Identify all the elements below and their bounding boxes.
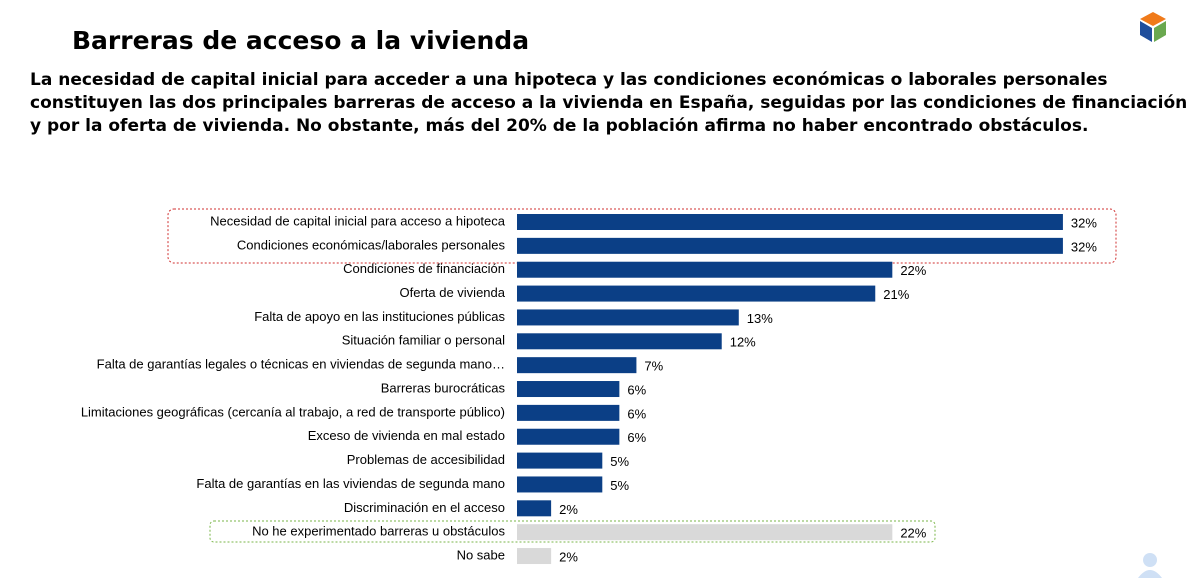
value-label: 13% [747,311,773,326]
bar [517,309,739,326]
category-label: Necesidad de capital inicial para acceso… [210,213,506,228]
value-label: 2% [559,502,578,517]
value-label: 22% [900,263,926,278]
category-label: Exceso de vivienda en mal estado [308,428,505,443]
value-label: 5% [610,454,629,469]
category-label: Problemas de accesibilidad [347,452,505,467]
category-label: Discriminación en el acceso [344,500,505,515]
value-label: 6% [627,430,646,445]
chart-title: Barreras de acceso a la vivienda [72,26,529,55]
user-icon [1138,553,1162,578]
bar [517,261,893,278]
logo [1140,12,1166,42]
bar [517,548,552,565]
value-label: 6% [627,382,646,397]
value-label: 32% [1071,215,1097,230]
category-label: Falta de apoyo en las instituciones públ… [254,309,505,324]
bar [517,452,603,469]
bar [517,404,620,421]
value-label: 21% [883,287,909,302]
category-label: Condiciones de financiación [343,261,505,276]
value-label: 5% [610,478,629,493]
bar [517,500,552,517]
bar [517,357,637,374]
category-label: Limitaciones geográficas (cercanía al tr… [81,404,505,419]
bar [517,381,620,398]
bar [517,524,893,541]
subtitle: y por la oferta de vivienda. No obstante… [30,116,1088,136]
category-label: No he experimentado barreras u obstáculo… [252,524,505,539]
bar [517,214,1063,230]
bar [517,285,876,302]
subtitle: constituyen las dos principales barreras… [30,93,1187,113]
value-label: 6% [627,406,646,421]
highlight-box [209,520,936,543]
subtitle: La necesidad de capital inicial para acc… [30,70,1108,90]
bar [517,476,603,493]
category-label: Falta de garantías legales o técnicas en… [97,357,505,372]
category-label: No sabe [457,547,505,562]
category-label: Oferta de vivienda [399,285,505,300]
value-label: 22% [900,526,926,541]
value-label: 2% [559,549,578,564]
bar [517,428,620,445]
category-label: Falta de garantías en las viviendas de s… [196,476,505,491]
value-label: 7% [644,359,663,374]
category-label: Condiciones económicas/laborales persona… [237,237,506,252]
bar [517,237,1063,254]
bar [517,333,722,350]
value-label: 12% [730,335,756,350]
category-label: Barreras burocráticas [381,380,506,395]
value-label: 32% [1071,239,1097,254]
category-label: Situación familiar o personal [342,333,505,348]
